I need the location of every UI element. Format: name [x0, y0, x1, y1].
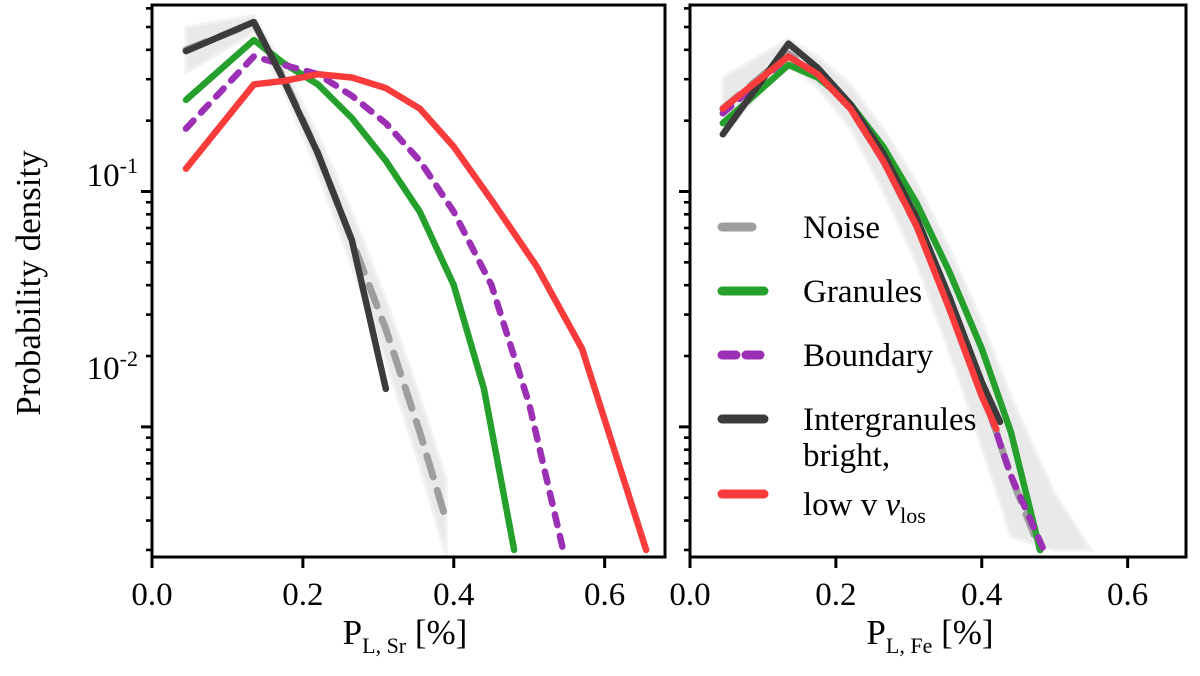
panel-frame-left [150, 3, 667, 559]
x-axis-title-left: PL, Sr [%] [343, 613, 468, 658]
y-tick-label-2: 10-2 [87, 346, 138, 387]
y-axis-label: Probability density [9, 150, 48, 416]
y-tick-label-1: 10-1 [87, 153, 138, 194]
panel-right [679, 3, 1188, 568]
legend: Noise Granules Boundary Intergranulesbright… [717, 210, 977, 528]
panel-content-right [719, 37, 1094, 554]
y-tick-labels: 10-1 10-2 [87, 153, 138, 387]
noise-uncertainty-band [184, 13, 448, 557]
x-tick-label: 0.2 [815, 577, 856, 613]
plot-layer [141, 3, 1188, 568]
panel-frame-right [688, 3, 1188, 559]
legend-label-noise: Noise [803, 210, 880, 246]
legend-label-low-vlos: low v vlos [803, 487, 926, 528]
x-axis-labels: 0.0 0.2 0.4 0.6 0.0 0.2 0.4 0.6 [131, 577, 1148, 613]
legend-label-intergranules: Intergranules [803, 402, 977, 438]
series-line-intergranules [182, 18, 390, 393]
x-tick-label: 0.2 [282, 577, 323, 613]
x-tick-label: 0.4 [433, 577, 474, 613]
x-tick-label: 0.6 [1107, 577, 1148, 613]
series-line-bright-low-v-los [719, 53, 1000, 433]
x-axis-title-right: PL, Fe [%] [866, 613, 993, 658]
series-line-bright-low-v-los [182, 70, 650, 554]
legend-label-bright: bright, [803, 438, 890, 474]
x-tick-label: 0.6 [584, 577, 625, 613]
panel-content-left [182, 13, 650, 557]
legend-label-boundary: Boundary [803, 338, 934, 374]
x-tick-label: 0.4 [961, 577, 1002, 613]
x-tick-label: 0.0 [669, 577, 710, 613]
series-line-intergranules [719, 40, 1004, 426]
x-tick-label: 0.0 [131, 577, 172, 613]
series-line-granules [719, 61, 1044, 554]
legend-label-granules: Granules [803, 274, 922, 310]
panel-left [141, 3, 667, 568]
